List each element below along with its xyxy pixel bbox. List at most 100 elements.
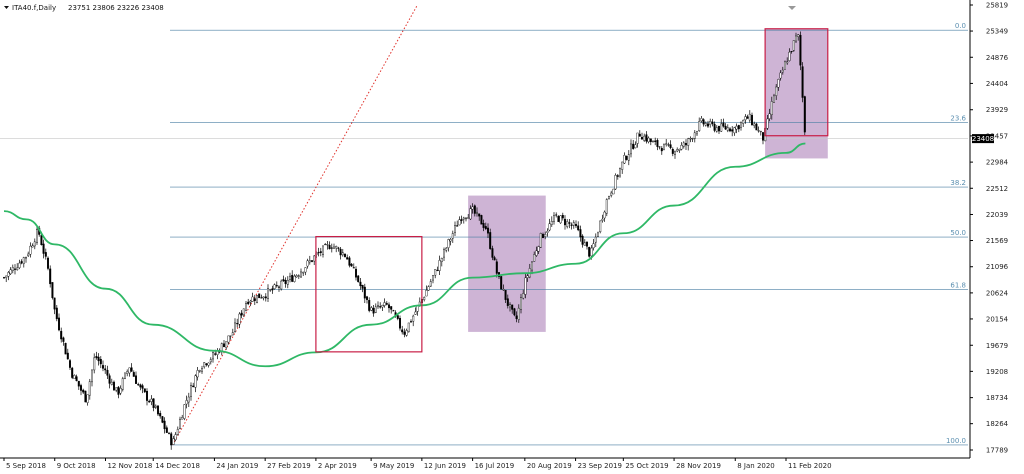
- candle-body: [641, 137, 644, 140]
- candle: [357, 275, 360, 283]
- candle-body: [517, 307, 520, 320]
- chart-shift-marker-icon[interactable]: [788, 6, 796, 10]
- candle-body: [478, 213, 481, 217]
- candle: [97, 353, 100, 366]
- candle-body: [682, 142, 685, 147]
- candle: [326, 241, 329, 250]
- candle: [319, 247, 322, 257]
- candle: [200, 365, 203, 374]
- candle: [167, 431, 170, 435]
- candle-body: [359, 281, 362, 287]
- candle: [460, 215, 463, 224]
- candle-body: [482, 223, 485, 228]
- price-tick-label: 22512: [986, 185, 1008, 193]
- candle: [643, 133, 646, 142]
- price-tick-label: 24876: [986, 54, 1009, 62]
- candle: [797, 34, 800, 41]
- candle: [291, 270, 294, 283]
- candle-body: [172, 438, 175, 445]
- candle: [304, 267, 307, 276]
- candle-body: [669, 144, 672, 148]
- candle-body: [801, 66, 804, 98]
- candle: [458, 216, 461, 226]
- candle: [663, 143, 666, 151]
- candle: [654, 137, 657, 146]
- candle-body: [183, 404, 186, 419]
- candle-body: [244, 303, 247, 311]
- candle: [88, 378, 91, 400]
- candle: [348, 256, 351, 268]
- filled-zone-rect[interactable]: [765, 28, 828, 159]
- candle: [163, 417, 166, 434]
- candle: [115, 387, 118, 393]
- candle: [196, 366, 199, 381]
- candle: [579, 225, 582, 242]
- candle: [178, 416, 181, 430]
- candle: [667, 142, 670, 147]
- candle-body: [73, 375, 76, 380]
- candle-body: [407, 322, 410, 332]
- dropdown-triangle-icon[interactable]: [4, 6, 9, 9]
- outlined-zone-rect[interactable]: [315, 235, 423, 353]
- time-tick-label: 2 Apr 2019: [318, 462, 357, 470]
- candle: [370, 306, 373, 312]
- candle: [49, 265, 52, 288]
- candle-body: [275, 285, 278, 287]
- candle: [742, 119, 745, 128]
- candle-body: [524, 277, 527, 295]
- candle: [156, 405, 159, 417]
- price-tick-label: 17789: [986, 447, 1008, 455]
- candle: [704, 121, 707, 127]
- candle-body: [130, 367, 133, 372]
- candle: [90, 369, 93, 387]
- candle-body: [575, 223, 578, 227]
- candle-body: [289, 275, 292, 280]
- candle: [722, 118, 725, 128]
- candle: [542, 232, 545, 239]
- candle-body: [663, 143, 666, 151]
- candle: [427, 285, 430, 291]
- candle-body: [623, 155, 626, 164]
- candle-body: [75, 376, 78, 382]
- candle-body: [3, 277, 6, 279]
- candle: [379, 302, 382, 309]
- candle: [696, 130, 699, 137]
- candle: [407, 322, 410, 333]
- candle-body: [454, 225, 457, 233]
- price-tick-label: 23457: [986, 132, 1008, 140]
- candle-body: [90, 369, 93, 383]
- candle-body: [676, 149, 679, 152]
- candle-body: [71, 367, 74, 378]
- candle-body: [608, 196, 611, 199]
- candle-body: [229, 335, 232, 337]
- candle-body: [139, 384, 142, 388]
- candle-body: [308, 260, 311, 263]
- candle-body: [487, 227, 490, 234]
- candle: [258, 293, 261, 299]
- candle: [20, 259, 23, 265]
- candle-body: [51, 282, 54, 298]
- candle: [581, 234, 584, 248]
- candle: [33, 238, 36, 250]
- candle: [68, 359, 71, 371]
- candle-body: [544, 234, 547, 237]
- candle: [335, 245, 338, 253]
- price-tick-label: 19208: [986, 368, 1008, 376]
- outlined-zone-rect[interactable]: [764, 28, 829, 137]
- candle: [520, 293, 523, 314]
- candle-body: [636, 132, 639, 144]
- candle: [152, 398, 155, 412]
- candle: [29, 242, 32, 258]
- candle: [623, 152, 626, 165]
- candle-body: [643, 135, 646, 141]
- candle: [469, 205, 472, 221]
- candle-body: [222, 343, 225, 348]
- candle-body: [572, 222, 575, 226]
- candle-body: [784, 61, 787, 70]
- candle-body: [110, 381, 113, 385]
- candle: [746, 114, 749, 119]
- candle-body: [284, 280, 287, 284]
- candle-body: [432, 275, 435, 281]
- candle-body: [731, 129, 734, 132]
